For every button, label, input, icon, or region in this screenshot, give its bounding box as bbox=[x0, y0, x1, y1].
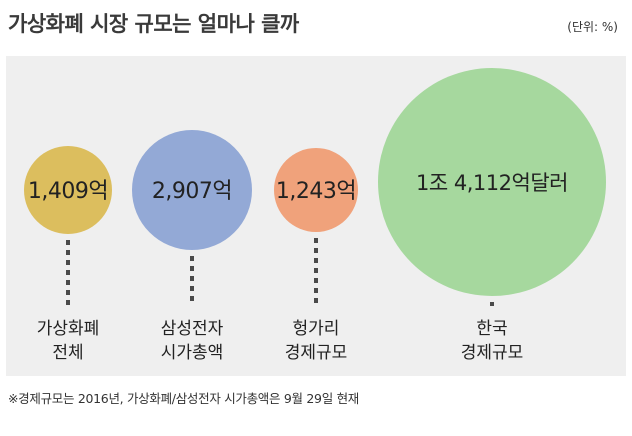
bubble-category-label: 시가총액 bbox=[161, 343, 224, 363]
bubble-category-label: 가상화폐 bbox=[37, 319, 100, 339]
footnote: ※경제규모는 2016년, 가상화폐/삼성전자 시가총액은 9월 29일 현재 bbox=[8, 391, 359, 406]
bubble-value-label: 1,243억 bbox=[276, 179, 356, 204]
bubble-category-label: 삼성전자 bbox=[161, 319, 224, 339]
bubble bbox=[378, 68, 606, 296]
bubble-category-label: 경제규모 bbox=[461, 343, 524, 363]
bubble-category-label: 헝가리 bbox=[293, 319, 340, 339]
bubble bbox=[132, 130, 252, 250]
bubble-value-label: 1조 4,112억달러 bbox=[416, 171, 568, 195]
bubble-value-label: 1,409억 bbox=[28, 179, 108, 204]
bubble-category-label: 전체 bbox=[52, 343, 83, 363]
bubble-value-label: 2,907억 bbox=[152, 179, 232, 204]
bubble bbox=[274, 148, 358, 232]
unit-label: (단위: %) bbox=[567, 20, 618, 34]
page-title: 가상화폐 시장 규모는 얼마나 클까 bbox=[8, 12, 299, 36]
bubble bbox=[24, 146, 112, 234]
bubble-category-label: 경제규모 bbox=[285, 343, 348, 363]
bubble-category-label: 한국 bbox=[476, 319, 507, 339]
